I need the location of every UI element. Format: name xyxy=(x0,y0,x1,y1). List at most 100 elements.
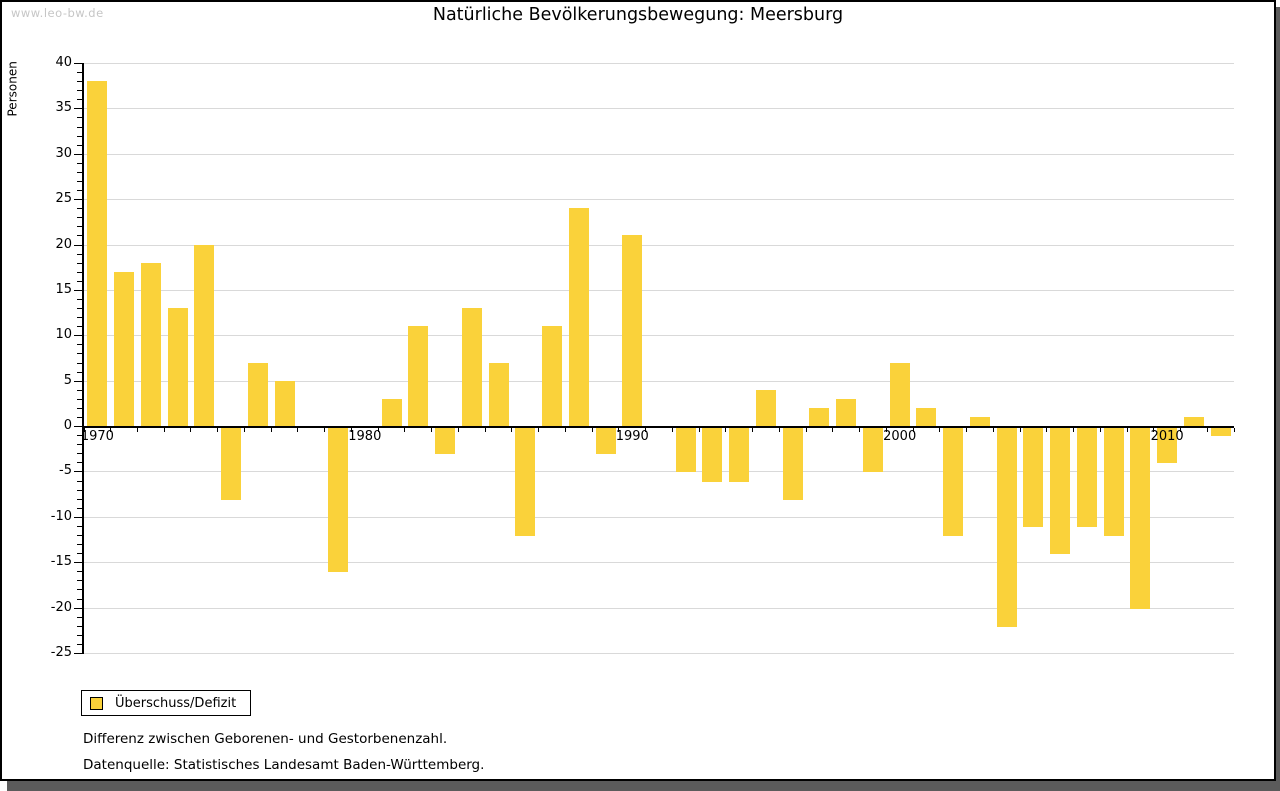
y-tick-label-5: 5 xyxy=(63,372,72,388)
gridline xyxy=(84,199,1234,201)
gridline xyxy=(84,244,1234,246)
page-title: Natürliche Bevölkerungsbewegung: Meersbu… xyxy=(432,5,844,25)
x-axis-tick xyxy=(1233,428,1235,433)
gridline xyxy=(84,516,1234,518)
x-axis-tick xyxy=(912,428,914,433)
legend-color-swatch xyxy=(90,696,103,710)
bar-1982 xyxy=(408,326,429,428)
y-tick-label-20: 20 xyxy=(55,236,72,252)
y-axis-minor-tick xyxy=(77,535,82,536)
y-axis-minor-tick xyxy=(77,208,82,210)
y-axis-minor-tick xyxy=(77,190,82,192)
y-axis-minor-tick xyxy=(77,126,82,128)
bar-1989 xyxy=(595,427,616,455)
y-axis-minor-tick xyxy=(77,444,82,446)
bar-2000 xyxy=(889,362,910,428)
bar-1975 xyxy=(221,427,242,500)
y-axis-minor-tick xyxy=(77,72,82,74)
bar-1976 xyxy=(247,362,268,428)
y-axis-minor-tick xyxy=(77,81,82,83)
y-axis-major-tick xyxy=(74,335,82,337)
x-axis-tick xyxy=(1126,428,1128,433)
y-axis-minor-tick xyxy=(77,326,82,328)
y-axis-major-tick xyxy=(74,289,82,291)
bar-1993 xyxy=(702,427,723,482)
bar-1995 xyxy=(755,389,776,428)
bar-1979 xyxy=(328,427,349,573)
x-axis-tick xyxy=(1206,428,1208,433)
bar-2010 xyxy=(1157,427,1178,464)
y-axis-minor-tick xyxy=(77,262,82,264)
y-axis-minor-tick xyxy=(77,280,82,282)
y-axis-minor-tick xyxy=(77,171,82,173)
x-axis-tick xyxy=(645,428,647,433)
gridline xyxy=(84,108,1234,110)
x-axis-tick xyxy=(752,428,754,433)
bar-2009 xyxy=(1130,427,1151,609)
y-axis-major-tick xyxy=(74,199,82,201)
bar-2006 xyxy=(1050,427,1071,555)
y-tick-label-10: 10 xyxy=(55,327,72,343)
bar-1971 xyxy=(114,271,135,428)
x-tick-label-1970: 1970 xyxy=(80,429,114,445)
x-axis-tick xyxy=(404,428,406,433)
bar-2003 xyxy=(969,417,990,428)
plot-area: 1970 1980 1990 2000 2010 40 35 30 25 20 15 10 5 0 -5 -1… xyxy=(51,56,1235,660)
bar-1988 xyxy=(568,208,589,428)
y-axis-minor-tick xyxy=(77,226,82,228)
y-axis-minor-tick xyxy=(77,480,82,482)
bar-2007 xyxy=(1076,427,1097,527)
note-source: Datenquelle: Statistisches Landesamt Bad… xyxy=(83,757,485,773)
x-axis-tick xyxy=(564,428,566,433)
x-axis-tick xyxy=(885,428,887,433)
y-axis-minor-tick xyxy=(77,398,82,400)
x-axis-tick xyxy=(297,428,299,433)
bar-1998 xyxy=(836,398,857,428)
x-axis-tick xyxy=(511,428,513,433)
bar-1994 xyxy=(729,427,750,482)
bar-2012 xyxy=(1210,427,1231,437)
x-axis-tick xyxy=(1099,428,1101,433)
x-axis-tick xyxy=(110,428,112,433)
y-axis-major-tick xyxy=(74,63,82,64)
x-axis-tick xyxy=(190,428,192,433)
y-tick-label--25: -25 xyxy=(50,645,72,660)
bar-1977 xyxy=(274,380,295,428)
bar-1973 xyxy=(167,308,188,428)
y-axis-minor-tick xyxy=(77,498,82,500)
x-axis-tick xyxy=(538,428,540,433)
y-axis-minor-tick xyxy=(77,353,82,355)
y-axis-minor-tick xyxy=(77,553,82,555)
gridline xyxy=(84,471,1234,473)
x-axis-tick xyxy=(671,428,673,433)
bar-1970 xyxy=(87,81,108,428)
bar-1974 xyxy=(194,244,215,428)
watermark: www.leo-bw.de xyxy=(11,6,104,20)
y-axis-minor-tick xyxy=(77,90,82,92)
x-axis-tick xyxy=(778,428,780,433)
x-axis-tick xyxy=(618,428,620,433)
x-axis-tick xyxy=(377,428,379,433)
y-axis-minor-tick xyxy=(77,371,82,373)
y-axis-major-tick xyxy=(74,471,82,473)
bar-1990 xyxy=(622,235,643,428)
x-axis-tick xyxy=(859,428,861,433)
y-axis-major-tick xyxy=(74,562,82,564)
y-axis-minor-tick xyxy=(77,271,82,273)
y-axis-minor-tick xyxy=(77,489,82,491)
note-definition: Differenz zwischen Geborenen- und Gestor… xyxy=(83,731,448,747)
y-axis-minor-tick xyxy=(77,589,82,591)
y-axis-minor-tick xyxy=(77,235,82,237)
x-axis-tick xyxy=(136,428,138,433)
x-axis-tick xyxy=(1019,428,1021,433)
y-axis-minor-tick xyxy=(77,299,82,300)
x-axis-tick xyxy=(805,428,807,433)
x-tick-label-1990: 1990 xyxy=(615,429,649,445)
y-axis-title: Personen xyxy=(5,61,20,117)
y-axis-minor-tick xyxy=(77,453,82,455)
x-axis-tick xyxy=(832,428,834,433)
y-axis-minor-tick xyxy=(77,598,82,600)
bar-2002 xyxy=(943,427,964,536)
x-axis-tick xyxy=(1153,428,1155,433)
x-axis-tick xyxy=(324,428,326,433)
